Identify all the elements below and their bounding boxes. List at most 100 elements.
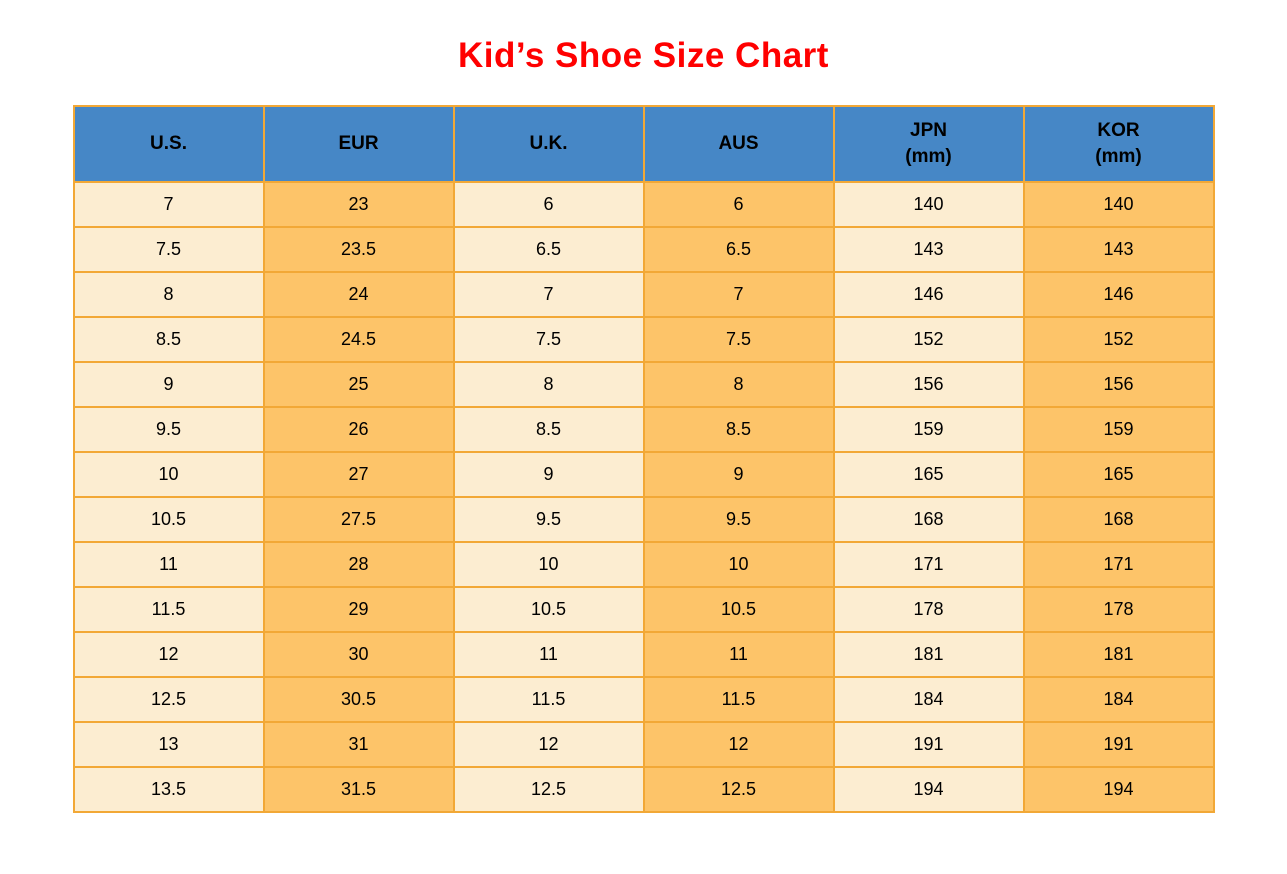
cell: 30.5 (262, 676, 455, 723)
cell: 194 (1022, 766, 1215, 813)
cell: 28 (262, 541, 455, 588)
cell: 152 (1022, 316, 1215, 363)
table-row: 13 31 12 12 191 191 (72, 721, 1215, 768)
cell: 181 (1022, 631, 1215, 678)
cell: 178 (1022, 586, 1215, 633)
cell: 152 (832, 316, 1025, 363)
cell: 143 (1022, 226, 1215, 273)
cell: 10 (642, 541, 835, 588)
cell: 9 (642, 451, 835, 498)
cell: 12.5 (642, 766, 835, 813)
cell: 23 (262, 181, 455, 228)
table-row: 7 23 6 6 140 140 (72, 181, 1215, 228)
cell: 27 (262, 451, 455, 498)
cell: 156 (832, 361, 1025, 408)
cell: 171 (1022, 541, 1215, 588)
cell: 159 (832, 406, 1025, 453)
cell: 11 (452, 631, 645, 678)
cell: 11 (642, 631, 835, 678)
table-row: 7.5 23.5 6.5 6.5 143 143 (72, 226, 1215, 273)
column-header-u-k: U.K. (452, 105, 645, 183)
cell: 11.5 (72, 586, 265, 633)
cell: 191 (1022, 721, 1215, 768)
cell: 184 (1022, 676, 1215, 723)
cell: 12 (642, 721, 835, 768)
table-row: 8.5 24.5 7.5 7.5 152 152 (72, 316, 1215, 363)
cell: 25 (262, 361, 455, 408)
cell: 181 (832, 631, 1025, 678)
table-row: 8 24 7 7 146 146 (72, 271, 1215, 318)
cell: 178 (832, 586, 1025, 633)
cell: 8 (72, 271, 265, 318)
table-row: 9.5 26 8.5 8.5 159 159 (72, 406, 1215, 453)
cell: 8.5 (642, 406, 835, 453)
cell: 194 (832, 766, 1025, 813)
cell: 11 (72, 541, 265, 588)
cell: 12 (452, 721, 645, 768)
cell: 146 (832, 271, 1025, 318)
table-row: 12.5 30.5 11.5 11.5 184 184 (72, 676, 1215, 723)
cell: 24.5 (262, 316, 455, 363)
table-row: 11.5 29 10.5 10.5 178 178 (72, 586, 1215, 633)
cell: 11.5 (452, 676, 645, 723)
cell: 7 (72, 181, 265, 228)
cell: 10 (452, 541, 645, 588)
column-header-kor-mm: KOR (mm) (1022, 105, 1215, 183)
cell: 165 (832, 451, 1025, 498)
table-body: 7 23 6 6 140 140 7.5 23.5 6.5 6.5 143 143 8 24 7 7 146 14… (72, 181, 1215, 813)
cell: 26 (262, 406, 455, 453)
cell: 146 (1022, 271, 1215, 318)
cell: 184 (832, 676, 1025, 723)
table-header: U.S. EUR U.K. AUS JPN (mm) KOR (mm) (72, 105, 1215, 183)
cell: 7.5 (642, 316, 835, 363)
cell: 9.5 (72, 406, 265, 453)
cell: 140 (1022, 181, 1215, 228)
cell: 8 (452, 361, 645, 408)
cell: 10.5 (642, 586, 835, 633)
cell: 165 (1022, 451, 1215, 498)
cell: 12.5 (452, 766, 645, 813)
table-row: 10 27 9 9 165 165 (72, 451, 1215, 498)
header-row: U.S. EUR U.K. AUS JPN (mm) KOR (mm) (72, 105, 1215, 183)
cell: 171 (832, 541, 1025, 588)
cell: 31.5 (262, 766, 455, 813)
cell: 10.5 (72, 496, 265, 543)
cell: 168 (1022, 496, 1215, 543)
cell: 6.5 (452, 226, 645, 273)
cell: 9 (72, 361, 265, 408)
cell: 27.5 (262, 496, 455, 543)
column-header-aus: AUS (642, 105, 835, 183)
cell: 13 (72, 721, 265, 768)
table-row: 9 25 8 8 156 156 (72, 361, 1215, 408)
cell: 10.5 (452, 586, 645, 633)
cell: 8.5 (452, 406, 645, 453)
table-row: 11 28 10 10 171 171 (72, 541, 1215, 588)
cell: 7 (452, 271, 645, 318)
cell: 140 (832, 181, 1025, 228)
cell: 30 (262, 631, 455, 678)
cell: 6 (642, 181, 835, 228)
page-title: Kid’s Shoe Size Chart (458, 36, 829, 75)
cell: 9.5 (642, 496, 835, 543)
cell: 8 (642, 361, 835, 408)
cell: 12 (72, 631, 265, 678)
cell: 168 (832, 496, 1025, 543)
cell: 13.5 (72, 766, 265, 813)
cell: 9.5 (452, 496, 645, 543)
cell: 7 (642, 271, 835, 318)
cell: 10 (72, 451, 265, 498)
cell: 31 (262, 721, 455, 768)
cell: 191 (832, 721, 1025, 768)
shoe-size-table: U.S. EUR U.K. AUS JPN (mm) KOR (mm) 7 23 6 6 140 140… (72, 105, 1215, 813)
table-row: 10.5 27.5 9.5 9.5 168 168 (72, 496, 1215, 543)
column-header-jpn-mm: JPN (mm) (832, 105, 1025, 183)
cell: 6.5 (642, 226, 835, 273)
cell: 159 (1022, 406, 1215, 453)
column-header-eur: EUR (262, 105, 455, 183)
cell: 11.5 (642, 676, 835, 723)
column-header-u-s: U.S. (72, 105, 265, 183)
cell: 7.5 (72, 226, 265, 273)
cell: 29 (262, 586, 455, 633)
table-row: 13.5 31.5 12.5 12.5 194 194 (72, 766, 1215, 813)
cell: 6 (452, 181, 645, 228)
